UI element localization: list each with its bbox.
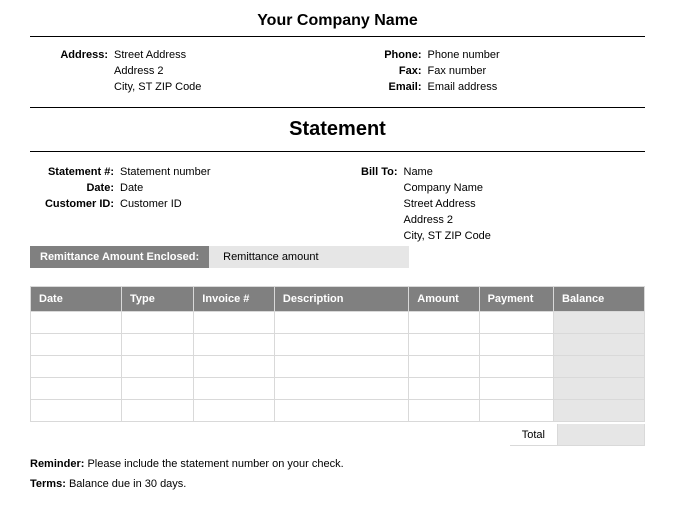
table-cell <box>554 400 645 422</box>
table-cell <box>409 378 479 400</box>
table-cell <box>479 378 553 400</box>
table-cell <box>31 400 122 422</box>
phone-label: Phone: <box>380 49 422 61</box>
remittance-label: Remittance Amount Enclosed: <box>30 246 209 268</box>
fax-label: Fax: <box>380 65 422 77</box>
email-label: Email: <box>380 81 422 93</box>
table-cell <box>121 400 193 422</box>
table-cell <box>554 378 645 400</box>
col-description: Description <box>274 287 408 312</box>
table-row <box>31 356 645 378</box>
address-line1: Street Address <box>114 49 186 61</box>
table-cell <box>31 334 122 356</box>
table-cell <box>409 356 479 378</box>
table-cell <box>274 356 408 378</box>
terms-note: Terms: Balance due in 30 days. <box>30 478 645 490</box>
header-info: Address: Street Address Address 2 City, … <box>30 49 645 93</box>
phone-value: Phone number <box>428 49 500 61</box>
fax-value: Fax number <box>428 65 487 77</box>
customer-id-value: Customer ID <box>120 198 182 210</box>
table-cell <box>479 356 553 378</box>
table-cell <box>31 356 122 378</box>
billto-street: Street Address <box>404 198 646 210</box>
table-cell <box>554 356 645 378</box>
table-cell <box>194 378 275 400</box>
total-label: Total <box>510 425 557 446</box>
terms-label: Terms: <box>30 478 66 490</box>
table-cell <box>121 312 193 334</box>
table-cell <box>121 378 193 400</box>
statement-num-value: Statement number <box>120 166 211 178</box>
col-invoice: Invoice # <box>194 287 275 312</box>
billto-label: Bill To: <box>344 166 398 178</box>
table-row <box>31 378 645 400</box>
table-header-row: Date Type Invoice # Description Amount P… <box>31 287 645 312</box>
email-value: Email address <box>428 81 498 93</box>
table-row <box>31 312 645 334</box>
table-cell <box>274 400 408 422</box>
total-row: Total <box>30 424 645 446</box>
table-cell <box>409 334 479 356</box>
table-cell <box>194 312 275 334</box>
date-label: Date: <box>42 182 114 194</box>
table-cell <box>194 356 275 378</box>
table-cell <box>554 334 645 356</box>
address-line2: Address 2 <box>114 65 164 77</box>
col-payment: Payment <box>479 287 553 312</box>
table-cell <box>274 334 408 356</box>
total-value <box>557 424 645 446</box>
table-cell <box>274 378 408 400</box>
table-row <box>31 400 645 422</box>
table-cell <box>31 378 122 400</box>
address-line3: City, ST ZIP Code <box>114 81 201 93</box>
header-contact-block: Phone: Phone number Fax: Fax number Emai… <box>380 49 646 93</box>
col-balance: Balance <box>554 287 645 312</box>
customer-id-label: Customer ID: <box>42 198 114 210</box>
header-address-block: Address: Street Address Address 2 City, … <box>30 49 320 93</box>
billto-city: City, ST ZIP Code <box>404 230 646 242</box>
statement-num-label: Statement #: <box>42 166 114 178</box>
table-cell <box>194 334 275 356</box>
reminder-text: Please include the statement number on y… <box>87 458 343 470</box>
col-type: Type <box>121 287 193 312</box>
table-cell <box>554 312 645 334</box>
billto-address2: Address 2 <box>404 214 646 226</box>
table-cell <box>479 312 553 334</box>
meta-section: Statement #: Statement number Date: Date… <box>30 166 645 242</box>
table-cell <box>409 312 479 334</box>
table-cell <box>479 400 553 422</box>
reminder-label: Reminder: <box>30 458 84 470</box>
remittance-value: Remittance amount <box>209 246 409 268</box>
statement-title: Statement <box>30 108 645 152</box>
billto-name: Name <box>404 166 433 178</box>
table-cell <box>409 400 479 422</box>
table-cell <box>121 334 193 356</box>
bill-to-block: Bill To: Name Company Name Street Addres… <box>344 166 646 242</box>
reminder-note: Reminder: Please include the statement n… <box>30 458 645 470</box>
billto-company: Company Name <box>404 182 646 194</box>
table-cell <box>479 334 553 356</box>
date-value: Date <box>120 182 143 194</box>
col-date: Date <box>31 287 122 312</box>
table-cell <box>121 356 193 378</box>
table-cell <box>31 312 122 334</box>
table-row <box>31 334 645 356</box>
terms-text: Balance due in 30 days. <box>69 478 186 490</box>
address-label: Address: <box>54 49 108 61</box>
statement-table: Date Type Invoice # Description Amount P… <box>30 286 645 422</box>
col-amount: Amount <box>409 287 479 312</box>
table-cell <box>194 400 275 422</box>
company-name: Your Company Name <box>30 12 645 37</box>
statement-meta: Statement #: Statement number Date: Date… <box>30 166 344 242</box>
table-cell <box>274 312 408 334</box>
remittance-bar: Remittance Amount Enclosed: Remittance a… <box>30 246 645 268</box>
